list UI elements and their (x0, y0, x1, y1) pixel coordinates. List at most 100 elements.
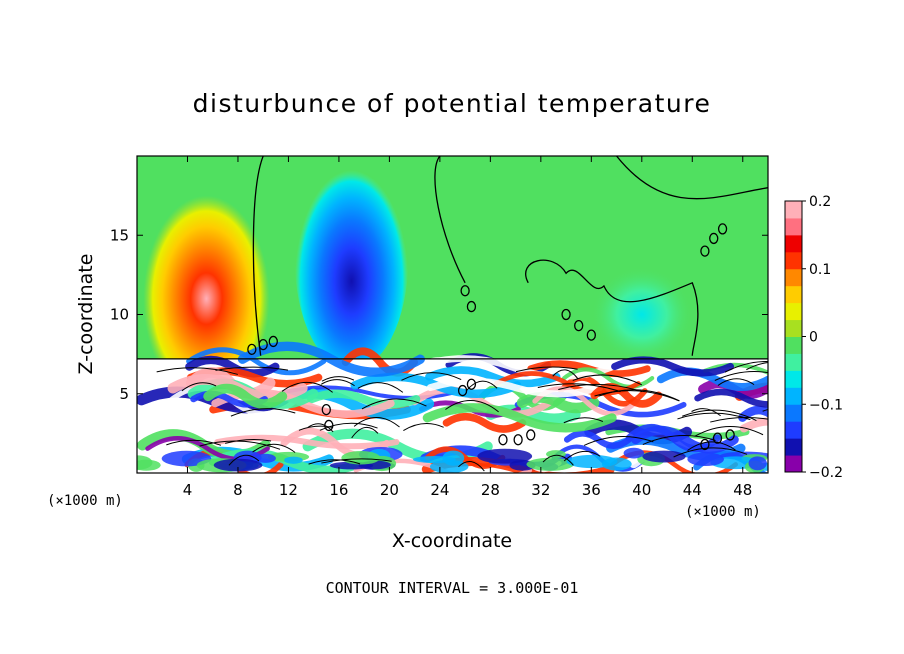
contour-loop (498, 434, 508, 446)
turbulence-band (426, 377, 604, 398)
turbulence-band (738, 405, 768, 422)
contour-line (215, 366, 289, 371)
contour-line (319, 422, 378, 431)
turbulence-patch (161, 450, 212, 467)
contour-loop (247, 343, 257, 356)
contour-line (434, 156, 466, 284)
turbulence-band (422, 403, 617, 433)
turbulence-patch (526, 457, 574, 471)
contour-lines (137, 156, 768, 472)
x-axis-label: X-coordinate (392, 530, 512, 552)
contour-line (552, 369, 579, 380)
turbulence-band (425, 366, 561, 388)
contour-line (228, 454, 260, 466)
contour-line (694, 425, 764, 437)
turbulence-patch (137, 455, 153, 470)
colorbar-swatch (785, 404, 802, 422)
colorbar-swatch (785, 455, 802, 473)
contour-loop (712, 432, 723, 444)
colorbar-swatch (785, 438, 802, 456)
contour-line (403, 423, 444, 432)
contour-loop (258, 338, 268, 351)
contour-loop (466, 378, 477, 390)
contour-line (321, 458, 392, 464)
turbulence-patch (412, 456, 456, 463)
turbulence-patch (687, 452, 724, 467)
contour-line (308, 459, 361, 465)
contour-line (616, 156, 768, 200)
turbulence-band (214, 434, 400, 450)
turbulence-band (611, 356, 734, 377)
contour-line (166, 439, 222, 446)
chart-title: disturbunce of potential temperature (193, 89, 712, 118)
contour-loop (466, 300, 477, 313)
colorbar-swatch (785, 302, 802, 321)
contour-line (537, 383, 621, 393)
contour-line (717, 378, 755, 386)
contour-line (281, 381, 333, 393)
y-tick-label: 15 (110, 226, 129, 244)
contour-interval-note: CONTOUR INTERVAL = 3.000E-01 (326, 579, 579, 597)
x-tick-label: 36 (582, 481, 601, 499)
turbulence-patch (255, 453, 276, 463)
contour-line (401, 372, 462, 381)
colorbar-swatch (785, 336, 802, 354)
contour-line (515, 366, 578, 373)
plot-area (137, 156, 768, 473)
turbulence-band (656, 367, 768, 391)
field-weak-cool-center (591, 266, 693, 363)
x-tick-label: 28 (481, 481, 500, 499)
contour-line (225, 439, 272, 444)
contour-line (181, 382, 217, 392)
colorbar-swatch (785, 421, 802, 439)
contour-loop (324, 419, 334, 432)
y-tick-label: 5 (119, 385, 129, 403)
contour-line (687, 441, 736, 451)
turbulence-band (739, 417, 768, 433)
contour-loop (700, 438, 710, 451)
contour-line (714, 371, 768, 381)
contour-loop (561, 308, 571, 321)
contour-line (445, 400, 499, 413)
turbulence-band (185, 355, 280, 378)
contour-loop (268, 335, 278, 348)
contour-line (321, 376, 355, 382)
x-tick-label: 44 (683, 481, 702, 499)
turbulence-band (631, 425, 739, 454)
colorbar-swatch (785, 370, 802, 388)
x-tick-label: 12 (279, 481, 298, 499)
contour-line (724, 361, 768, 373)
turbulence-patch (566, 454, 618, 469)
contour-line (710, 417, 768, 423)
colorbar-swatch (785, 353, 802, 371)
contour-line (542, 454, 574, 466)
colorbar-swatch (785, 217, 802, 236)
contour-line (583, 436, 654, 446)
colorbar-tick-label: −0.2 (809, 465, 843, 481)
contour-line (673, 447, 748, 458)
turbulence-patch (213, 458, 263, 472)
contour-loop (526, 429, 536, 441)
x-unit-left: (×1000 m) (47, 493, 123, 509)
x-axis: 4 8 12 16 20 24 28 32 36 40 44 48 (183, 156, 752, 499)
turbulence-band (694, 388, 768, 408)
colorbar-swatch (785, 319, 802, 337)
turbulence-band (442, 412, 527, 433)
contour-line (320, 379, 355, 387)
contour-loop (709, 232, 719, 245)
colorbar-swatch (785, 201, 802, 219)
contour-loop (725, 429, 735, 441)
turbulence-band (411, 355, 615, 380)
colorbar-tick-label: −0.1 (809, 397, 843, 413)
contour-line (642, 435, 716, 446)
x-unit-right: (×1000 m) (685, 504, 761, 520)
contour-loop (586, 329, 596, 341)
turbulence-patch (748, 456, 767, 471)
x-tick-label: 40 (632, 481, 651, 499)
turbulence-band (307, 389, 421, 409)
x-tick-label: 20 (380, 481, 399, 499)
contour-loop (460, 285, 470, 297)
contour-loop (717, 223, 728, 235)
turbulence-patch (642, 450, 686, 463)
